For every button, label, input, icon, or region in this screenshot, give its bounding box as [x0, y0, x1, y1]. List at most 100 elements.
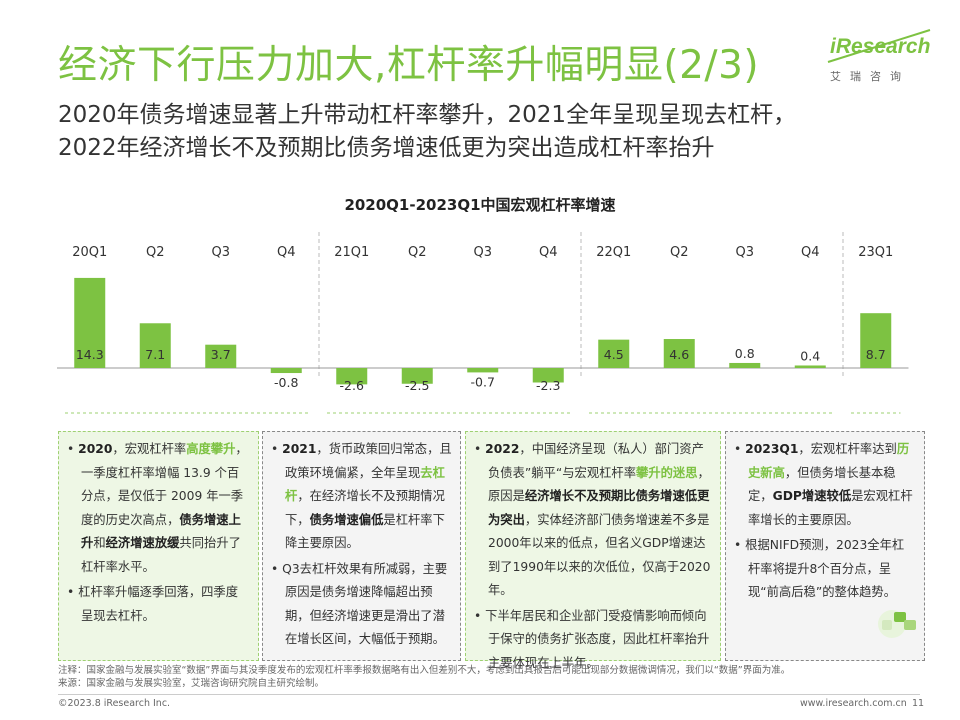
box-bullet-1: • 根据NIFD预测，2023全年杠杆率将提升8个百分点，呈现“前高后稳”的整体… — [734, 534, 916, 605]
bullet-text: 共同抬升了杠杆率水平。 — [81, 536, 241, 574]
value-label-4: -2.6 — [340, 378, 364, 393]
category-label-1: Q2 — [146, 245, 165, 260]
website-url: www.iresearch.com.cn — [800, 698, 907, 709]
value-label-12: 8.7 — [866, 347, 886, 362]
bullet-text: ，中国经济呈现（私人）部门资产负债表”躺平“与宏观杠杆率 — [488, 442, 704, 480]
value-label-7: -2.3 — [536, 378, 560, 393]
value-label-8: 4.5 — [604, 347, 624, 362]
box-bullet-1: • Q3去杠杆效果有所减弱，主要原因是债务增速降幅超出预期，但经济增速更是滑出了… — [271, 558, 452, 652]
value-label-3: -0.8 — [274, 375, 298, 390]
bullet-text: 是杠杆率下降主要原因。 — [285, 512, 445, 551]
bar-4 — [336, 368, 368, 385]
category-label-12: 23Q1 — [858, 245, 893, 260]
bullet-text: 和 — [93, 536, 106, 550]
value-label-5: -2.5 — [405, 378, 429, 393]
bar-10 — [729, 362, 761, 368]
bullet-text: ，在经济增长不及预期情况下， — [285, 489, 445, 527]
bullet-text: • 下半年居民和企业部门受疫情影响而倾向于保守的债务扩张态度，因此杠杆率抬升主要… — [474, 608, 710, 670]
box-list: • 2020，宏观杠杆率高度攀升，一季度杠杆率增幅 13.9 个百分点，是仅低于… — [67, 438, 250, 628]
box-bullet-0: • 2022，中国经济呈现（私人）部门资产负债表”躺平“与宏观杠杆率攀升的迷思，… — [474, 438, 712, 603]
analysis-box-2021: • 2021，货币政策回归常态，且政策环境偏紧，全年呈现去杠杆，在经济增长不及预… — [262, 431, 461, 661]
copyright: ©2023.8 iResearch Inc. — [58, 698, 171, 709]
note-text: 注释：国家金融与发展实验室“数据”界面与其没季度发布的宏观杠杆率季报数据略有出入… — [58, 665, 791, 676]
value-label-9: 4.6 — [669, 347, 689, 362]
bullet-text: • — [734, 442, 746, 456]
bullet-bold-text: 债务增速上升 — [81, 512, 241, 551]
analysis-box-2022: • 2022，中国经济呈现（私人）部门资产负债表”躺平“与宏观杠杆率攀升的迷思，… — [465, 431, 721, 670]
footer-divider — [58, 694, 920, 695]
bullet-highlight-text: 历史新高 — [748, 442, 910, 480]
subtitle-line-1: 2020年债务增速显著上升带动杠杆率攀升，2021全年呈现呈现去杠杆， — [58, 102, 797, 128]
subtitle-line-2: 2022年经济增长不及预期比债务增速低更为突出造成杠杆率抬升 — [58, 135, 715, 161]
bullet-text: ，宏观杠杆率达到 — [798, 442, 897, 456]
bar-5 — [401, 368, 433, 384]
category-label-10: Q3 — [735, 245, 754, 260]
category-label-3: Q4 — [277, 245, 296, 260]
bullet-text: 是宏观杠杆率增长的主要原因。 — [748, 489, 913, 527]
bullet-bold-text: 2023Q1 — [745, 442, 799, 456]
category-label-5: Q2 — [408, 245, 427, 260]
box-list: • 2022，中国经济呈现（私人）部门资产负债表”躺平“与宏观杠杆率攀升的迷思，… — [474, 438, 712, 675]
page-number: 11 — [912, 698, 925, 709]
page-title: 经济下行压力加大,杠杆率升幅明显(2/3) — [58, 43, 760, 88]
bullet-highlight-text: 攀升的迷思 — [636, 465, 698, 480]
value-label-10: 0.8 — [735, 346, 755, 361]
bullet-bold-text: 2022 — [485, 442, 520, 456]
bullet-highlight-text: 去杠杆 — [285, 465, 445, 504]
bullet-text: • 杠杆率升幅逐季回落，四季度呈现去杠杆。 — [67, 585, 239, 623]
puzzle-decoration-icon — [878, 610, 916, 638]
category-label-8: 22Q1 — [596, 245, 631, 260]
bullet-highlight-text: 高度攀升 — [186, 442, 236, 456]
bullet-text: • 根据NIFD预测，2023全年杠杆率将提升8个百分点，呈现“前高后稳”的整体… — [734, 538, 905, 599]
iresearch-logo: iResearch 艾瑞咨询 — [822, 26, 932, 86]
category-label-0: 20Q1 — [72, 245, 107, 260]
bar-9 — [663, 339, 695, 368]
source-text: 来源：国家金融与发展实验室，艾瑞咨询研究院自主研究绘制。 — [58, 678, 325, 689]
bar-6 — [467, 368, 499, 373]
category-label-6: Q3 — [473, 245, 492, 260]
bullet-text: ，实体经济部门债务增速差不多是2000年以来的低点，但名义GDP增速达到了199… — [488, 512, 711, 598]
value-label-0: 14.3 — [76, 347, 104, 362]
bullet-text: • — [67, 442, 79, 456]
logo-mark-icon — [827, 29, 931, 63]
category-label-11: Q4 — [801, 245, 820, 260]
bullet-text: • — [474, 442, 486, 456]
bar-11 — [794, 365, 826, 368]
page-subtitle: 2020年债务增速显著上升带动杠杆率攀升，2021全年呈现呈现去杠杆， 2022… — [58, 99, 796, 165]
bullet-bold-text: 2020 — [78, 442, 113, 456]
bar-2 — [205, 344, 237, 368]
value-label-1: 7.1 — [145, 347, 165, 362]
bar-7 — [532, 368, 564, 383]
bullet-bold-text: 2021 — [282, 442, 317, 456]
value-label-11: 0.4 — [800, 348, 820, 363]
bar-3 — [270, 368, 302, 374]
value-label-6: -0.7 — [471, 374, 495, 389]
bullet-text: • Q3去杠杆效果有所减弱，主要原因是债务增速降幅超出预期，但经济增速更是滑出了… — [271, 561, 448, 647]
footnote: 注释：国家金融与发展实验室“数据”界面与其没季度发布的宏观杠杆率季报数据略有出入… — [58, 664, 790, 690]
bullet-bold-text: 债务增速偏低 — [309, 512, 384, 527]
bar-0 — [74, 277, 106, 368]
bullet-text: ，一季度杠杆率增幅 13.9 个百分点，是仅低于 2009 年一季度的历史次高点… — [81, 442, 248, 527]
category-label-9: Q2 — [670, 245, 689, 260]
bar-chart: 20Q1 14.3 Q2 7.1 Q3 3.7 Q4 -0.8 21Q1 -2.6 Q2 -2.5 Q3… — [57, 232, 909, 414]
bullet-text: ，但债务增长基本稳定， — [748, 465, 896, 504]
box-bullet-1: • 下半年居民和企业部门受疫情影响而倾向于保守的债务扩张态度，因此杠杆率抬升主要… — [474, 605, 712, 676]
bullet-bold-text: 经济增速放缓 — [105, 536, 180, 550]
bullet-bold-text: 经济增长不及预期比债务增速低更为突出 — [488, 489, 710, 527]
bullet-text: ，原因是 — [488, 465, 710, 504]
bullet-text: ，货币政策回归常态，且政策环境偏紧，全年呈现 — [285, 442, 452, 480]
bullet-text: • — [271, 442, 283, 456]
bar-8 — [598, 339, 630, 368]
analysis-box-2020: • 2020，宏观杠杆率高度攀升，一季度杠杆率增幅 13.9 个百分点，是仅低于… — [58, 431, 259, 661]
bullet-text: ，宏观杠杆率 — [112, 442, 187, 456]
value-label-2: 3.7 — [211, 347, 231, 362]
category-label-4: 21Q1 — [334, 245, 369, 260]
box-bullet-0: • 2020，宏观杠杆率高度攀升，一季度杠杆率增幅 13.9 个百分点，是仅低于… — [67, 438, 250, 579]
bar-1 — [139, 323, 171, 368]
box-list: • 2023Q1，宏观杠杆率达到历史新高，但债务增长基本稳定，GDP增速较低是宏… — [734, 438, 916, 605]
box-bullet-0: • 2023Q1，宏观杠杆率达到历史新高，但债务增长基本稳定，GDP增速较低是宏… — [734, 438, 916, 532]
box-bullet-1: • 杠杆率升幅逐季回落，四季度呈现去杠杆。 — [67, 581, 250, 628]
bullet-bold-text: GDP增速较低 — [772, 489, 852, 503]
logo-subtitle: 艾瑞咨询 — [830, 70, 910, 83]
chart-title: 2020Q1-2023Q1中国宏观杠杆率增速 — [344, 196, 616, 214]
